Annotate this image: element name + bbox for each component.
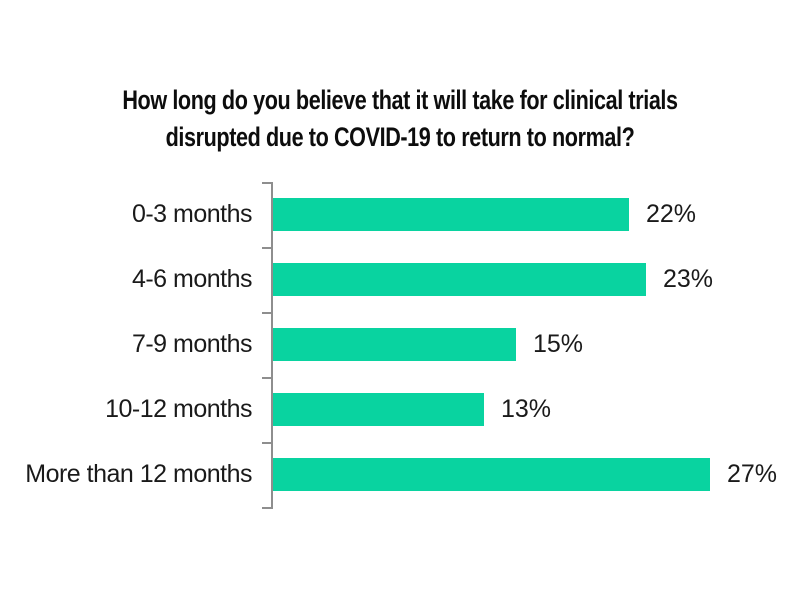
category-label: 4-6 months xyxy=(131,265,253,293)
bar-row: 4-6 months 23% xyxy=(0,247,800,312)
bar-row: 10-12 months 13% xyxy=(0,377,800,442)
value-label: 23% xyxy=(663,265,714,293)
category-label: 10-12 months xyxy=(105,395,252,423)
bar xyxy=(273,198,629,231)
value-label: 15% xyxy=(533,330,584,358)
value-label: 22% xyxy=(646,200,697,228)
y-axis-tick xyxy=(262,507,273,509)
y-axis-line xyxy=(271,182,273,509)
bar xyxy=(273,393,484,426)
chart-title-line1: How long do you believe that it will tak… xyxy=(122,85,678,115)
bar xyxy=(273,328,516,361)
category-label: 0-3 months xyxy=(131,200,253,228)
bar xyxy=(273,458,710,491)
value-label: 13% xyxy=(501,395,552,423)
bar-row: More than 12 months 27% xyxy=(0,442,800,507)
category-label: 7-9 months xyxy=(131,330,253,358)
y-axis-tick xyxy=(262,182,273,184)
bar-row: 7-9 months 15% xyxy=(0,312,800,377)
bar-wrap: 22% xyxy=(273,198,696,231)
value-label: 27% xyxy=(727,460,778,488)
y-axis-tick xyxy=(262,247,273,249)
chart-title-line2: disrupted due to COVID-19 to return to n… xyxy=(165,122,635,152)
y-axis-tick xyxy=(262,442,273,444)
bar-wrap: 13% xyxy=(273,393,551,426)
bar-rows: 0-3 months 22% 4-6 months 23% 7-9 months… xyxy=(0,182,800,507)
bar-wrap: 23% xyxy=(273,263,713,296)
bar-wrap: 15% xyxy=(273,328,583,361)
bar xyxy=(273,263,646,296)
y-axis-tick xyxy=(262,312,273,314)
category-label: More than 12 months xyxy=(25,460,252,488)
bar-row: 0-3 months 22% xyxy=(0,182,800,247)
y-axis-tick xyxy=(262,377,273,379)
bar-chart-plot: 0-3 months 22% 4-6 months 23% 7-9 months… xyxy=(0,182,800,509)
bar-wrap: 27% xyxy=(273,458,777,491)
chart-title: How long do you believe that it will tak… xyxy=(80,82,720,156)
